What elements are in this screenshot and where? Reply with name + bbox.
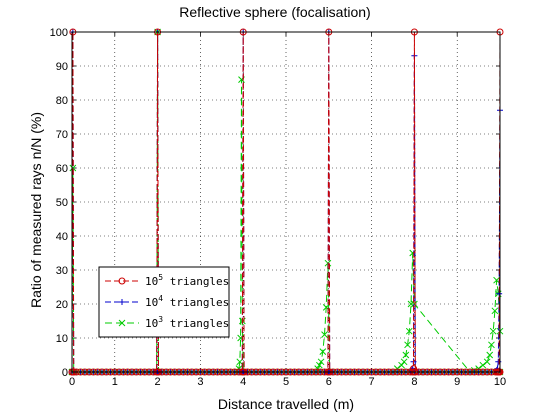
x-tick-label: 5 (283, 376, 289, 388)
x-tick-label: 7 (369, 376, 375, 388)
y-tick-label: 30 (56, 265, 68, 277)
data-point (118, 319, 126, 327)
x-tick-label: 8 (411, 376, 417, 388)
y-tick-label: 60 (56, 163, 68, 175)
data-point (69, 164, 77, 172)
data-point (316, 361, 323, 369)
y-tick-label: 80 (56, 95, 68, 107)
y-tick-label: 0 (62, 367, 68, 379)
x-tick-label: 0 (69, 376, 75, 388)
data-point (321, 331, 328, 338)
data-point (405, 327, 413, 335)
data-point (486, 351, 494, 359)
x-tick-label: 6 (326, 376, 332, 388)
y-tick-label: 70 (56, 129, 68, 141)
data-point (319, 348, 327, 355)
data-point (483, 358, 491, 366)
chart-title: Reflective sphere (focalisation) (179, 4, 371, 20)
x-tick-label: 4 (240, 376, 246, 388)
legend: 105 triangles 104 triangles 103 triangles (98, 266, 230, 338)
axes-box (71, 31, 501, 373)
data-point (479, 361, 487, 369)
legend-label: 103 triangles (145, 315, 229, 330)
data-point (398, 361, 405, 369)
y-tick-label: 100 (50, 27, 68, 39)
data-point (489, 327, 497, 335)
y-tick-label: 20 (56, 299, 68, 311)
x-axis-label: Distance travelled (m) (217, 396, 355, 412)
y-tick-label: 10 (56, 333, 68, 345)
x-tick-label: 3 (197, 376, 203, 388)
x-tick-label: 10 (494, 376, 506, 388)
x-tick-label: 1 (112, 376, 118, 388)
y-tick-label: 40 (56, 231, 68, 243)
data-point (119, 299, 125, 305)
legend-label: 105 triangles (145, 273, 229, 288)
x-tick-label: 9 (454, 376, 460, 388)
legend-label: 104 triangles (145, 294, 229, 309)
y-tick-label: 50 (56, 197, 68, 209)
data-point (493, 276, 500, 284)
data-point (118, 277, 126, 285)
data-point (411, 300, 418, 308)
data-point (400, 358, 408, 366)
x-tick-label: 2 (155, 376, 161, 388)
data-point (491, 307, 499, 315)
y-tick-label: 90 (56, 61, 68, 73)
data-point (236, 358, 244, 366)
data-point (488, 341, 495, 349)
data-point (404, 341, 411, 349)
data-point (402, 351, 410, 359)
data-point (317, 358, 325, 366)
